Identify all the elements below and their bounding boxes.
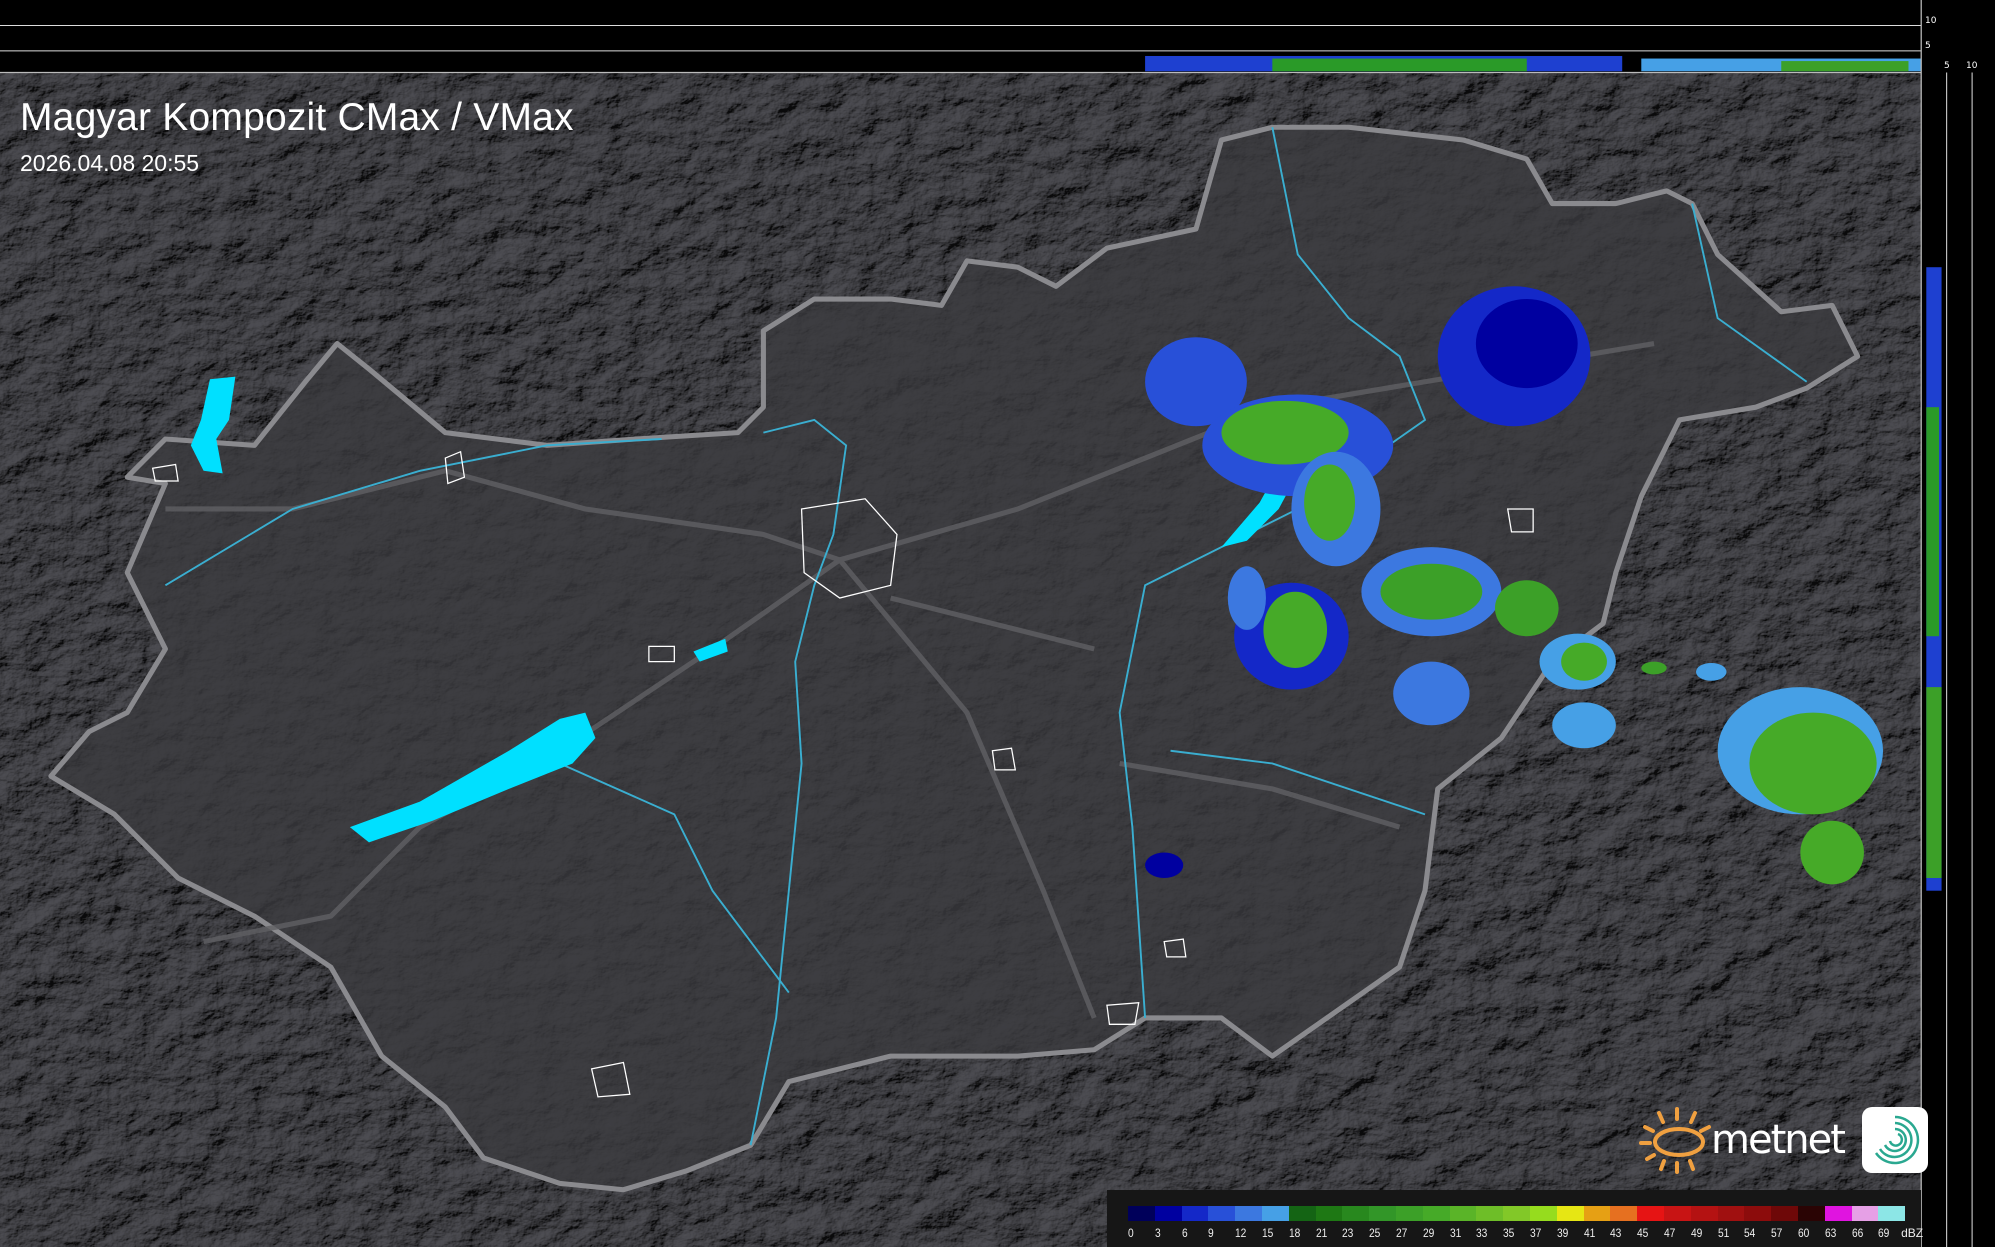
legend-label: 3 (1154, 1226, 1161, 1240)
legend-color-bar (1128, 1206, 1906, 1221)
legend-label: 9 (1208, 1226, 1215, 1240)
legend-color-cell (1556, 1206, 1584, 1221)
top-profile-echo (1781, 61, 1909, 72)
right-axis-tick-5: 5 (1944, 61, 1950, 71)
legend-label: 51 (1717, 1226, 1729, 1240)
legend-color-cell (1315, 1206, 1343, 1221)
legend-color-cell (1476, 1206, 1504, 1221)
legend-label: 45 (1637, 1226, 1649, 1240)
legend-label: 69 (1878, 1226, 1890, 1240)
legend-color-cell (1449, 1206, 1477, 1221)
right-profile-echo (1926, 687, 1942, 878)
legend-color-cell (1878, 1206, 1906, 1221)
legend-color-cell (1717, 1206, 1745, 1221)
legend-label: 18 (1288, 1226, 1301, 1240)
legend-label: 63 (1824, 1226, 1837, 1240)
legend-label: 0 (1128, 1226, 1134, 1240)
app-icon (1861, 1107, 1928, 1173)
spiral-icon (1874, 1115, 1920, 1165)
metnet-logo: metnet (1637, 1105, 1928, 1175)
sun-logo-icon (1639, 1107, 1711, 1174)
legend-color-cell (1288, 1206, 1316, 1221)
legend-color-cell (1610, 1206, 1638, 1221)
legend-color-cell (1342, 1206, 1370, 1221)
legend-labels: 0 3 6 9 12 15 18 21 23 25 27 29 31 33 35 37 39 41 43 45 47 49… (1128, 1226, 1923, 1240)
top-profile-strip (0, 0, 1922, 73)
top-axis-tick-10: 10 (1925, 16, 1937, 26)
legend-label: 41 (1583, 1226, 1595, 1240)
legend-color-cell (1235, 1206, 1262, 1221)
legend-color-cell (1637, 1206, 1664, 1221)
legend-color-cell (1529, 1206, 1557, 1221)
legend-label: 47 (1663, 1226, 1676, 1240)
legend-color-cell (1128, 1206, 1155, 1221)
legend-label: 49 (1690, 1226, 1703, 1240)
legend-unit: dBZ (1901, 1226, 1924, 1240)
legend-label: 39 (1556, 1226, 1569, 1240)
legend-color-cell (1690, 1206, 1718, 1221)
lake-velence (693, 638, 728, 662)
legend-label: 35 (1503, 1226, 1515, 1240)
legend-label: 33 (1476, 1226, 1488, 1240)
legend-color-cell (1369, 1206, 1396, 1221)
legend-color-cell (1261, 1206, 1289, 1221)
map-timestamp: 2026.04.08 20:55 (20, 150, 200, 176)
top-profile-echo (1272, 58, 1527, 72)
legend-color-cell (1771, 1206, 1798, 1221)
legend-label: 23 (1342, 1226, 1354, 1240)
legend-color-cell (1208, 1206, 1236, 1221)
legend-color-cell (1422, 1206, 1450, 1221)
legend-label: 57 (1771, 1226, 1783, 1240)
right-axis-tick-10: 10 (1966, 61, 1978, 71)
map-title: Magyar Kompozit CMax / VMax (20, 96, 574, 139)
legend-label: 21 (1315, 1226, 1327, 1240)
legend-color-cell (1851, 1206, 1879, 1221)
legend-color-cell (1154, 1206, 1182, 1221)
legend-label: 27 (1395, 1226, 1408, 1240)
lake-neusiedl (190, 376, 236, 474)
legend-color-cell (1824, 1206, 1852, 1221)
legend-label: 37 (1529, 1226, 1542, 1240)
radar-echoes (1145, 286, 1884, 885)
legend-color-cell (1395, 1206, 1423, 1221)
legend-label: 60 (1797, 1226, 1810, 1240)
legend-label: 15 (1261, 1226, 1274, 1240)
legend-label: 54 (1744, 1226, 1756, 1240)
right-profile-echo (1926, 407, 1940, 637)
legend-label: 43 (1610, 1226, 1622, 1240)
legend-color-cell (1663, 1206, 1691, 1221)
legend-label: 66 (1851, 1226, 1863, 1240)
legend-label: 6 (1181, 1226, 1188, 1240)
legend-label: 31 (1449, 1226, 1461, 1240)
legend-color-cell (1583, 1206, 1611, 1221)
legend-label: 12 (1235, 1226, 1247, 1240)
legend-color-cell (1744, 1206, 1772, 1221)
legend-label: 29 (1422, 1226, 1435, 1240)
legend-color-cell (1181, 1206, 1209, 1221)
top-axis-tick-5: 5 (1925, 41, 1931, 51)
lake-balaton (349, 712, 596, 843)
logo-text: metnet (1711, 1117, 1846, 1163)
legend-label: 25 (1369, 1226, 1381, 1240)
legend-color-cell (1797, 1206, 1825, 1221)
legend-color-cell (1503, 1206, 1530, 1221)
dbz-color-legend: 0 3 6 9 12 15 18 21 23 25 27 29 31 33 35 37 39 41 43 45 47 49… (1107, 1190, 1923, 1247)
